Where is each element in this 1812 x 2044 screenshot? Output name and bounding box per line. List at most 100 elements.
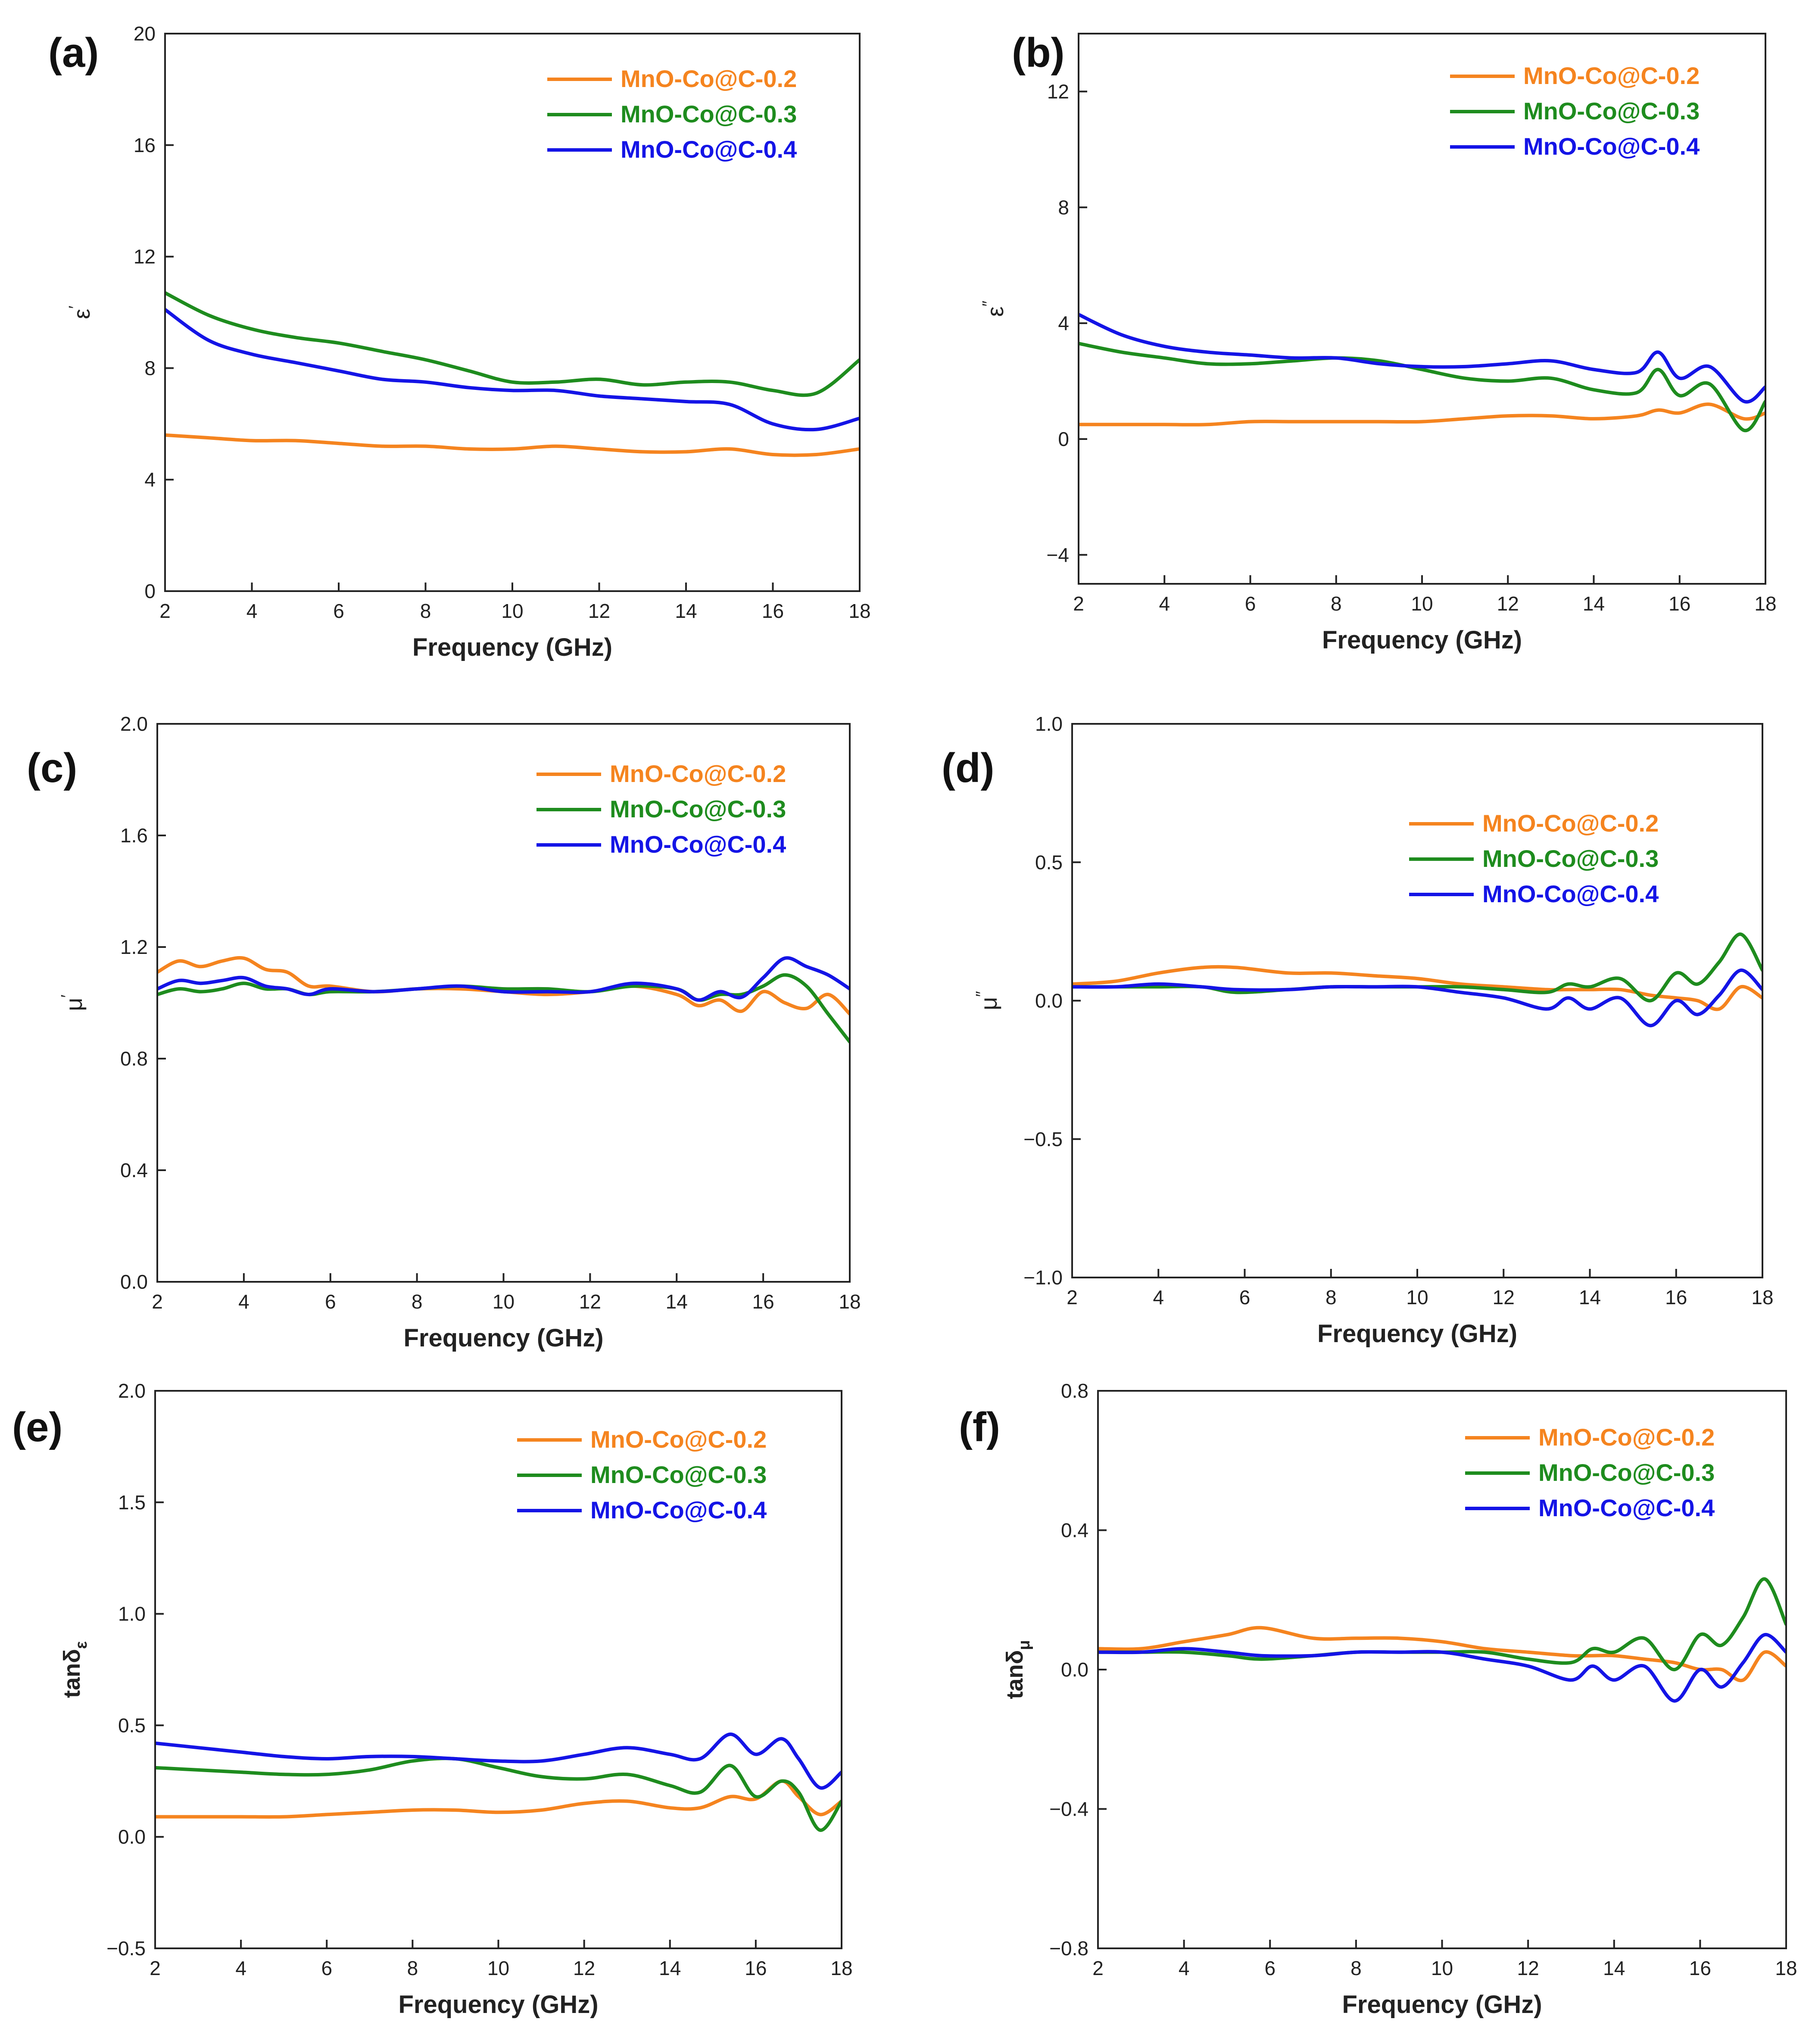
legend-label-c: MnO-Co@C-0.2 [610, 760, 786, 787]
x-tick-label-b: 10 [1411, 592, 1433, 615]
panel-letter-f: (f) [959, 1404, 1000, 1450]
chart-panel-d: (d) 2 4 6 8 10 12 14 16 18 −1.0 −0.5 0.0 0.5 1.0 Freque… [942, 713, 1774, 1348]
y-tick-label-a: 4 [144, 468, 156, 491]
series-line-e-mno-coc-0.3 [155, 1757, 842, 1832]
x-tick-label-c: 4 [238, 1290, 250, 1313]
legend-label-c: MnO-Co@C-0.3 [610, 795, 786, 823]
x-axis-title-b: Frequency (GHz) [1322, 626, 1522, 654]
x-tick-label-e: 4 [235, 1957, 246, 1979]
y-tick-label-f: 0.0 [1061, 1658, 1088, 1681]
x-tick-label-d: 6 [1239, 1286, 1251, 1309]
x-tick-label-b: 8 [1331, 592, 1342, 615]
y-tick-label-e: 1.5 [118, 1491, 146, 1514]
x-tick-label-d: 12 [1493, 1286, 1515, 1309]
x-tick-label-d: 10 [1406, 1286, 1428, 1309]
x-tick-label-f: 8 [1350, 1957, 1362, 1979]
y-tick-label-c: 0.8 [120, 1047, 148, 1070]
x-axis-title-e: Frequency (GHz) [398, 1991, 598, 2019]
y-tick-label-b: −4 [1047, 544, 1069, 566]
x-axis-title-a: Frequency (GHz) [412, 633, 612, 661]
y-tick-label-f: −0.4 [1049, 1798, 1088, 1820]
legend-label-b: MnO-Co@C-0.3 [1523, 97, 1700, 125]
y-tick-label-b: 4 [1058, 312, 1069, 334]
x-tick-label-c: 8 [412, 1290, 423, 1313]
y-axis-title-b: ε″ [979, 301, 1008, 317]
x-tick-label-c: 12 [579, 1290, 601, 1313]
x-tick-label-d: 8 [1325, 1286, 1337, 1309]
x-axis-title-f: Frequency (GHz) [1342, 1991, 1542, 2019]
legend-label-b: MnO-Co@C-0.2 [1523, 62, 1700, 89]
x-tick-label-f: 6 [1264, 1957, 1276, 1979]
y-tick-label-d: 0.5 [1035, 851, 1063, 873]
x-tick-label-a: 16 [762, 600, 784, 622]
series-line-e-mno-coc-0.4 [155, 1732, 842, 1790]
chart-panel-c: (c) 2 4 6 8 10 12 14 16 18 0.0 0.4 0.8 1.2 1.6 2.0 Frequ… [27, 713, 861, 1352]
y-tick-label-e: −0.5 [106, 1937, 146, 1960]
panel-letter-e: (e) [12, 1404, 62, 1450]
legend-label-e: MnO-Co@C-0.2 [590, 1426, 767, 1453]
y-tick-label-c: 0.4 [120, 1159, 148, 1181]
x-tick-label-d: 4 [1153, 1286, 1164, 1309]
legend-label-e: MnO-Co@C-0.3 [590, 1461, 767, 1488]
x-tick-label-c: 18 [839, 1290, 861, 1313]
legend-label-f: MnO-Co@C-0.4 [1538, 1494, 1715, 1521]
y-tick-label-a: 8 [144, 357, 156, 379]
x-tick-label-e: 14 [659, 1957, 681, 1979]
series-line-d-mno-coc-0.4 [1072, 968, 1762, 1028]
x-tick-label-f: 10 [1431, 1957, 1453, 1979]
series-line-c-mno-coc-0.3 [157, 973, 850, 1044]
y-axis-title-e: tanδε [59, 1641, 90, 1698]
x-tick-label-a: 10 [501, 600, 523, 622]
series-line-b-mno-coc-0.3 [1079, 342, 1765, 432]
series-line-a-mno-coc-0.3 [165, 291, 860, 397]
series-line-b-mno-coc-0.4 [1079, 312, 1765, 404]
x-tick-label-d: 14 [1579, 1286, 1601, 1309]
x-tick-label-e: 6 [321, 1957, 332, 1979]
legend-label-f: MnO-Co@C-0.2 [1538, 1424, 1715, 1451]
y-tick-label-f: −0.8 [1049, 1937, 1088, 1960]
x-tick-label-d: 16 [1665, 1286, 1687, 1309]
x-axis-title-c: Frequency (GHz) [403, 1324, 603, 1352]
y-tick-label-c: 1.6 [120, 824, 148, 847]
x-tick-label-b: 6 [1245, 592, 1256, 615]
x-tick-label-f: 14 [1603, 1957, 1625, 1979]
legend-label-a: MnO-Co@C-0.3 [621, 100, 797, 128]
panel-letter-a: (a) [48, 30, 99, 76]
y-tick-label-f: 0.8 [1061, 1380, 1088, 1402]
x-tick-label-f: 4 [1179, 1957, 1190, 1979]
legend-label-d: MnO-Co@C-0.3 [1482, 845, 1659, 872]
x-tick-label-b: 4 [1159, 592, 1170, 615]
legend-label-d: MnO-Co@C-0.2 [1482, 810, 1659, 837]
x-tick-label-a: 14 [675, 600, 697, 622]
y-tick-label-a: 16 [134, 134, 156, 156]
x-tick-label-e: 8 [407, 1957, 418, 1979]
x-tick-label-c: 16 [752, 1290, 774, 1313]
x-tick-label-e: 10 [487, 1957, 509, 1979]
x-tick-label-b: 18 [1754, 592, 1776, 615]
y-tick-label-e: 2.0 [118, 1380, 146, 1402]
y-tick-label-e: 1.0 [118, 1603, 146, 1625]
y-tick-label-c: 0.0 [120, 1271, 148, 1293]
y-tick-label-a: 0 [144, 580, 156, 602]
legend-label-a: MnO-Co@C-0.2 [621, 65, 797, 92]
x-tick-label-d: 18 [1751, 1286, 1773, 1309]
y-tick-label-b: 0 [1058, 428, 1069, 450]
y-tick-label-e: 0.5 [118, 1714, 146, 1736]
legend-label-a: MnO-Co@C-0.4 [621, 136, 797, 163]
chart-panel-e: (e) 2 4 6 8 10 12 14 16 18 −0.5 0.0 0.5 1.0 1.5 2.0 Freq… [12, 1380, 853, 2019]
x-tick-label-a: 2 [159, 600, 171, 622]
x-tick-label-c: 14 [666, 1290, 688, 1313]
y-tick-label-a: 20 [134, 22, 156, 45]
series-line-b-mno-coc-0.2 [1079, 402, 1765, 427]
x-tick-label-e: 16 [745, 1957, 767, 1979]
y-axis-title-d: μ″ [973, 991, 1002, 1010]
x-tick-label-e: 18 [830, 1957, 852, 1979]
x-tick-label-c: 2 [152, 1290, 163, 1313]
y-tick-label-d: 1.0 [1035, 713, 1063, 735]
series-line-f-mno-coc-0.3 [1098, 1577, 1786, 1671]
y-tick-label-b: 8 [1058, 196, 1069, 218]
legend-label-e: MnO-Co@C-0.4 [590, 1496, 767, 1524]
x-tick-label-d: 2 [1067, 1286, 1078, 1309]
x-tick-label-a: 8 [420, 600, 431, 622]
